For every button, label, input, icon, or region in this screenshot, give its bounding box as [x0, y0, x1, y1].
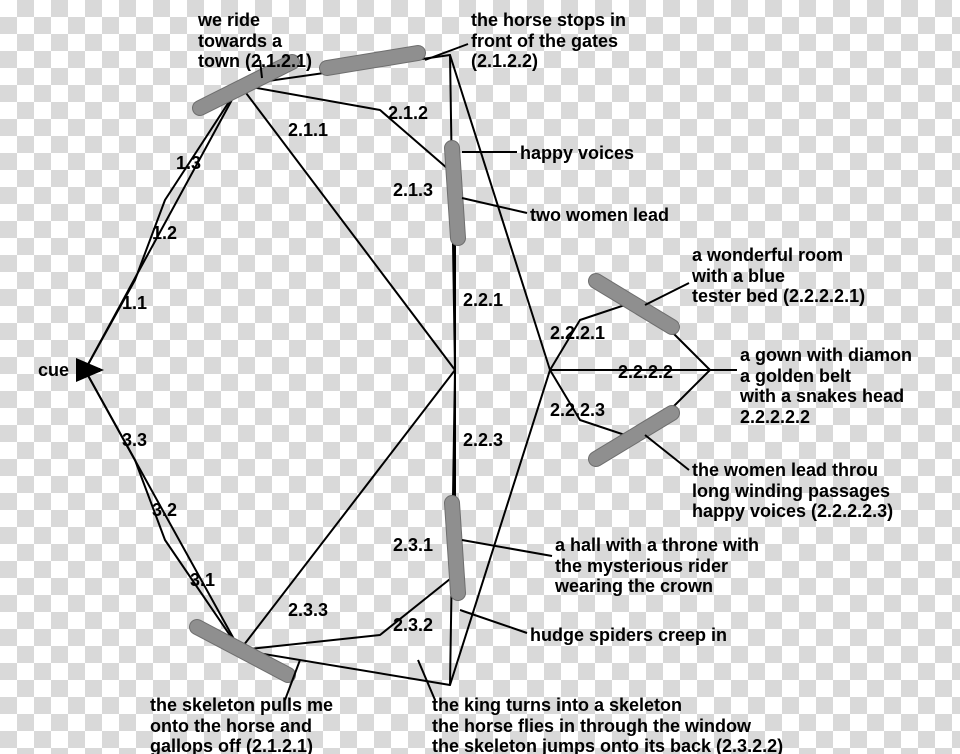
ann-blue-room: a wonderful room with a blue tester bed …	[692, 245, 865, 307]
id-label-3-2: 3.2	[152, 500, 177, 521]
diagram-root: { "colors": { "line": "#000000", "marker…	[0, 0, 960, 754]
id-label-2-2-3: 2.2.3	[463, 430, 503, 451]
ann-skeleton-pull: the skeleton pulls me onto the horse and…	[150, 695, 333, 754]
ann-two-women: two women lead	[530, 205, 669, 226]
id-label-2-1-3: 2.1.3	[393, 180, 433, 201]
id-label-3-1: 3.1	[190, 570, 215, 591]
id-label-1-2: 1.2	[152, 223, 177, 244]
ann-hall-throne: a hall with a throne with the mysterious…	[555, 535, 759, 597]
marker-2-2-2-1	[596, 281, 672, 327]
ann-winding-leader	[645, 435, 689, 470]
marker-2-1-3	[452, 148, 458, 238]
marker-2-2-2-3	[596, 413, 672, 459]
marker-2-1-2	[327, 53, 418, 68]
ann-ride-town: we ride towards a town (2.1.2.1)	[198, 10, 312, 72]
ann-happy-voices: happy voices	[520, 143, 634, 164]
marker-2-3-1	[452, 503, 458, 593]
id-label-1-3: 1.3	[176, 153, 201, 174]
ann-horse-stops: the horse stops in front of the gates (2…	[471, 10, 626, 72]
ann-spiders: hudge spiders creep in	[530, 625, 727, 646]
ann-winding: the women lead throu long winding passag…	[692, 460, 893, 522]
upper-cross	[240, 85, 455, 370]
ann-gown: a gown with diamon a golden belt with a …	[740, 345, 912, 428]
marker-2-3-3	[197, 627, 288, 675]
ann-two-women-leader	[462, 198, 527, 213]
id-label-2-2-1: 2.2.1	[463, 290, 503, 311]
ann-horse-stops-leader	[425, 44, 468, 60]
cue-label: cue	[38, 360, 69, 381]
id-label-2-3-2: 2.3.2	[393, 615, 433, 636]
ann-king-skeleton: the king turns into a skeleton the horse…	[432, 695, 783, 754]
id-label-2-2-2-2: 2.2.2.2	[618, 362, 673, 383]
ann-blue-room-leader	[645, 283, 689, 305]
id-label-2-2-2-3: 2.2.2.3	[550, 400, 605, 421]
id-label-2-1-2: 2.1.2	[388, 103, 428, 124]
id-label-2-3-3: 2.3.3	[288, 600, 328, 621]
id-label-2-2-2-1: 2.2.2.1	[550, 323, 605, 344]
ann-hall-throne-leader	[462, 540, 552, 556]
lower-arc	[85, 370, 455, 685]
id-label-2-1-1: 2.1.1	[288, 120, 328, 141]
id-label-2-3-1: 2.3.1	[393, 535, 433, 556]
id-label-3-3: 3.3	[122, 430, 147, 451]
lower-cross	[240, 370, 455, 650]
id-label-1-1: 1.1	[122, 293, 147, 314]
